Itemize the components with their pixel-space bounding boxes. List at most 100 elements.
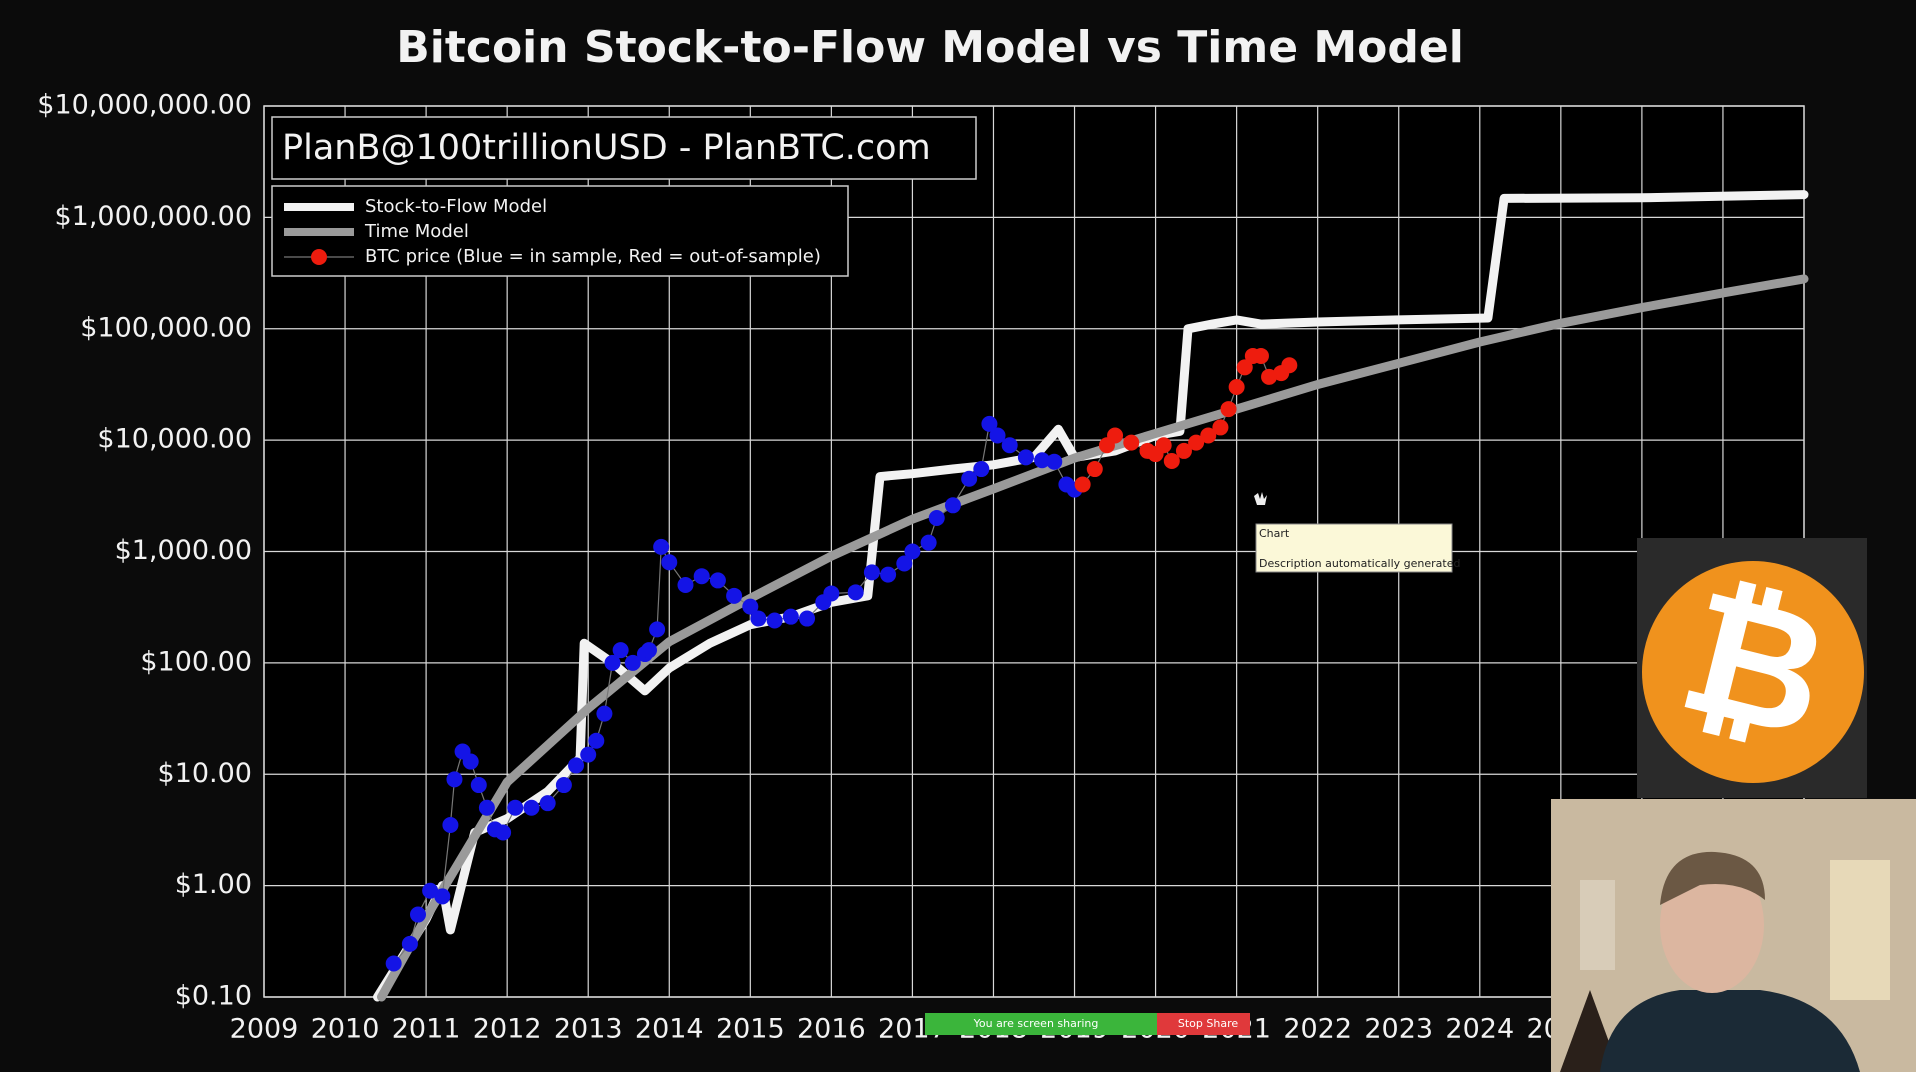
legend-box — [271, 185, 849, 277]
cursor — [1254, 492, 1267, 505]
price-point — [1220, 401, 1237, 418]
price-point — [539, 795, 556, 812]
price-point — [641, 642, 657, 659]
price-point — [944, 497, 961, 514]
price-point — [1163, 452, 1180, 469]
y-tick-label: $10,000,000.00 — [37, 90, 252, 121]
tooltip-text: Description automatically generated — [1259, 557, 1460, 570]
price-point — [385, 955, 402, 972]
annotation-box — [271, 116, 977, 180]
price-point — [507, 799, 524, 816]
price-point — [880, 566, 897, 583]
price-point — [1123, 434, 1140, 451]
price-point — [1175, 442, 1192, 459]
price-point — [766, 612, 783, 629]
price-point — [612, 642, 629, 659]
webcam-hair — [1660, 851, 1765, 905]
price-point — [523, 799, 540, 816]
x-tick-label: 2023 — [1364, 1014, 1433, 1045]
price-point — [1212, 419, 1229, 436]
y-tick-label: $1,000,000.00 — [54, 201, 252, 232]
price-point — [1155, 437, 1172, 454]
price-point — [1001, 437, 1018, 454]
annotation: PlanB@100trillionUSD - PlanBTC.com — [282, 128, 931, 168]
webcam-shirt — [1600, 990, 1860, 1072]
price-point — [847, 584, 864, 601]
bitcoin-panel: ₿ — [1637, 538, 1867, 798]
x-tick-label: 2022 — [1283, 1014, 1352, 1045]
stop-share-button[interactable] — [1157, 1013, 1250, 1035]
model-line — [373, 190, 1809, 1002]
tooltip-box — [1255, 523, 1453, 573]
price-point — [478, 799, 495, 816]
y-tick-label: $10.00 — [158, 758, 252, 789]
price-line — [393, 422, 1075, 964]
price-point — [1200, 427, 1217, 444]
price-point — [422, 882, 439, 899]
price-point — [649, 621, 666, 638]
price-point — [1017, 449, 1034, 466]
price-point — [1086, 461, 1103, 478]
price-point — [677, 577, 694, 594]
price-point — [1046, 453, 1063, 470]
price-point — [782, 608, 799, 625]
price-point — [896, 555, 913, 572]
legend-label: Stock-to-Flow Model — [365, 196, 547, 217]
price-point — [596, 705, 613, 722]
x-tick-label: 2010 — [311, 1014, 380, 1045]
price-point — [462, 753, 479, 770]
x-tick-label: 2015 — [716, 1014, 785, 1045]
webcam-door — [1830, 860, 1890, 1000]
x-tick-label: 2013 — [554, 1014, 623, 1045]
price-point — [568, 757, 585, 774]
price-point — [624, 654, 641, 671]
price-point — [904, 543, 921, 560]
price-point — [653, 538, 670, 555]
price-point — [434, 888, 451, 905]
legend-label: Time Model — [364, 221, 469, 242]
price-point — [555, 777, 572, 794]
price-point — [401, 935, 418, 952]
price-point — [823, 585, 840, 602]
price-point — [1188, 434, 1205, 451]
price-point — [750, 610, 767, 627]
share-status-bg — [925, 1013, 1157, 1035]
price-point — [920, 534, 937, 551]
x-tick-label: 2024 — [1445, 1014, 1514, 1045]
price-point — [1228, 378, 1245, 395]
legend-swatch — [311, 249, 327, 265]
price-point — [442, 817, 459, 834]
price-point — [410, 906, 426, 923]
chart-title: Bitcoin Stock-to-Flow Model vs Time Mode… — [396, 22, 1464, 73]
price-point — [1034, 452, 1051, 469]
price-point — [863, 564, 880, 581]
y-tick-label: $0.10 — [175, 981, 252, 1012]
stop-share-label[interactable]: Stop Share — [1178, 1017, 1238, 1030]
price-point — [1261, 368, 1278, 385]
price-point — [604, 654, 621, 671]
bitcoin-logo — [1642, 561, 1864, 783]
price-point — [495, 824, 512, 841]
webcam — [1551, 799, 1916, 1072]
price-point — [1074, 476, 1091, 493]
y-tick-label: $100.00 — [140, 646, 252, 677]
share-bar: You are screen sharing Stop Share — [925, 1013, 1250, 1035]
price-point — [1281, 357, 1298, 374]
price-point — [470, 777, 487, 794]
x-tick-label: 2016 — [797, 1014, 866, 1045]
y-tick-label: $1.00 — [175, 869, 252, 900]
model-line — [377, 274, 1809, 1002]
legend-label: BTC price (Blue = in sample, Red = out-o… — [365, 246, 821, 267]
price-point — [961, 470, 978, 487]
price-point — [799, 610, 816, 627]
x-tick-label: 2014 — [635, 1014, 704, 1045]
price-point — [742, 598, 759, 615]
price-point — [1252, 347, 1269, 364]
price-point — [588, 732, 605, 749]
price-point — [661, 554, 678, 571]
price-point — [580, 746, 597, 763]
price-point — [446, 771, 463, 788]
x-tick-label: 2012 — [473, 1014, 542, 1045]
y-tick-label: $10,000.00 — [97, 424, 252, 455]
